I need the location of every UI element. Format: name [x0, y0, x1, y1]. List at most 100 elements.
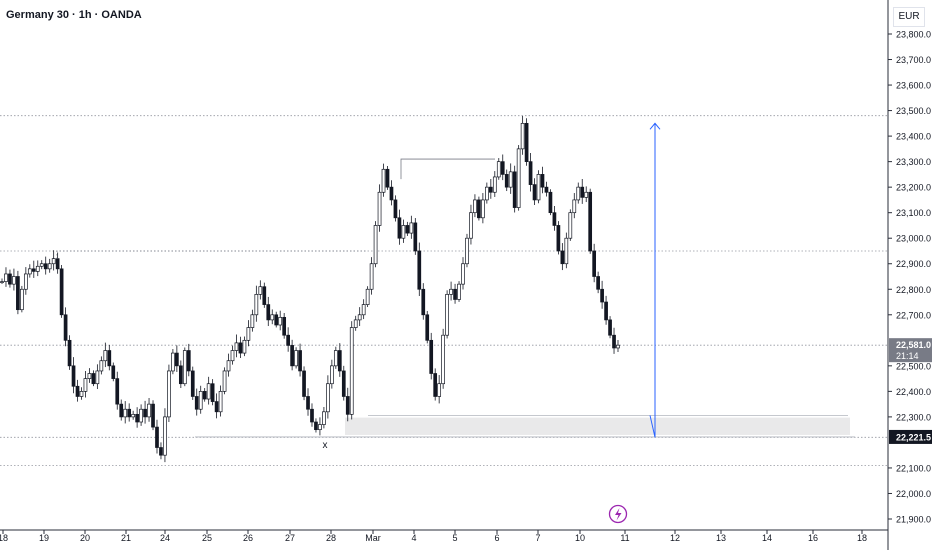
candle-body	[290, 345, 294, 367]
candle-body	[465, 237, 469, 265]
countdown-label: 21:14	[896, 351, 919, 361]
candle-body	[449, 288, 453, 295]
candle-body	[397, 217, 402, 239]
candle-body	[147, 403, 151, 418]
candle-body	[441, 334, 445, 385]
candle-body	[457, 283, 461, 300]
candle-body	[115, 378, 120, 405]
candle-body	[508, 171, 513, 188]
candle-body	[393, 199, 398, 219]
currency-selector[interactable]: EUR	[893, 7, 925, 27]
candle-body	[182, 350, 187, 385]
price-axis[interactable]: 23,800.0 23,700.0 23,600.0 23,500.0 23,400.0…	[887, 0, 932, 550]
price-tick-label: 22,400.0	[896, 387, 931, 397]
annotations-layer: x	[56, 122, 661, 524]
projection-arrow-head	[649, 122, 661, 130]
candle-body	[107, 350, 112, 367]
candle-body	[71, 365, 76, 387]
candle-body	[67, 339, 72, 367]
candle-body	[91, 373, 96, 385]
prior-high-segment	[56, 250, 366, 259]
price-tick-label: 23,400.0	[896, 132, 931, 142]
candle-body	[135, 413, 139, 423]
candle-body	[540, 174, 545, 188]
candle-body	[330, 365, 334, 385]
support-zone	[195, 415, 855, 438]
candle-body	[4, 273, 8, 282]
chart-title: Germany 30 · 1h · OANDA	[6, 9, 142, 21]
candle-body	[214, 401, 219, 413]
candle-body	[226, 360, 231, 372]
candle-body	[453, 288, 457, 300]
time-tick-label: 12	[670, 533, 680, 543]
time-tick-label: 18	[0, 533, 8, 543]
candle-body	[282, 316, 287, 336]
candle-body	[337, 350, 342, 372]
candle-body	[405, 225, 410, 234]
candle-body	[266, 304, 271, 321]
candle-body	[238, 342, 243, 354]
price-tick-label: 22,800.0	[896, 285, 931, 295]
candle-body	[23, 273, 28, 290]
candle-body	[119, 403, 124, 418]
candle-body	[377, 191, 382, 226]
candle-body	[536, 174, 541, 201]
time-tick-label: 27	[285, 533, 295, 543]
candle-body	[242, 339, 247, 354]
candle-body	[103, 350, 108, 362]
candle-body	[127, 408, 132, 418]
lightning-icon	[608, 504, 628, 524]
time-tick-label: 4	[411, 533, 416, 543]
time-tick-label: 5	[452, 533, 457, 543]
candle-body	[194, 396, 199, 410]
candle-body	[131, 413, 135, 418]
candle-body	[461, 263, 465, 285]
price-tick-label: 22,700.0	[896, 310, 931, 320]
time-tick-label: 25	[202, 533, 212, 543]
candle-body	[413, 222, 418, 252]
candle-body	[0, 281, 4, 283]
candle-body	[616, 344, 620, 349]
candle-body	[473, 199, 477, 214]
candle-body	[469, 212, 473, 239]
candle-body	[39, 263, 44, 267]
candle-body	[95, 370, 100, 385]
candle-body	[401, 225, 406, 239]
candle-body	[310, 408, 314, 423]
candle-body	[230, 350, 235, 362]
candle-body	[552, 212, 557, 226]
candle-body	[608, 319, 612, 336]
candle-body	[385, 168, 390, 188]
candle-body	[16, 276, 20, 311]
candle-body	[425, 314, 430, 341]
price-tick-label: 22,900.0	[896, 259, 931, 269]
candle-body	[353, 319, 358, 328]
price-tick-label: 22,500.0	[896, 361, 931, 371]
candle-body	[580, 186, 585, 198]
candle-body	[322, 411, 326, 425]
level-price-box	[889, 429, 932, 444]
candle-body	[417, 250, 422, 290]
time-axis[interactable]: 18 19 20 21 24 25 26 27 28 Mar 4 5 6 7 10 11 12 13 14 16 18	[0, 529, 888, 543]
candle-body	[298, 350, 302, 372]
price-tick-label: 22,100.0	[896, 463, 931, 473]
price-tick-label: 23,800.0	[896, 30, 931, 40]
candle-body	[274, 314, 279, 326]
candle-body	[389, 186, 394, 201]
time-tick-label: 14	[762, 533, 772, 543]
candle-body	[333, 350, 338, 367]
candle-body	[357, 314, 362, 321]
candle-body	[421, 288, 426, 316]
candle-body	[143, 408, 147, 418]
candle-body	[349, 327, 354, 415]
candle-body	[556, 225, 561, 252]
candle-body	[246, 327, 251, 341]
candle-body	[159, 447, 163, 456]
candle-body	[485, 186, 489, 201]
candle-body	[99, 360, 104, 372]
candle-body	[163, 416, 167, 456]
price-tick-label: 23,100.0	[896, 208, 931, 218]
candle-body	[445, 294, 449, 336]
price-tick-label: 23,500.0	[896, 106, 931, 116]
